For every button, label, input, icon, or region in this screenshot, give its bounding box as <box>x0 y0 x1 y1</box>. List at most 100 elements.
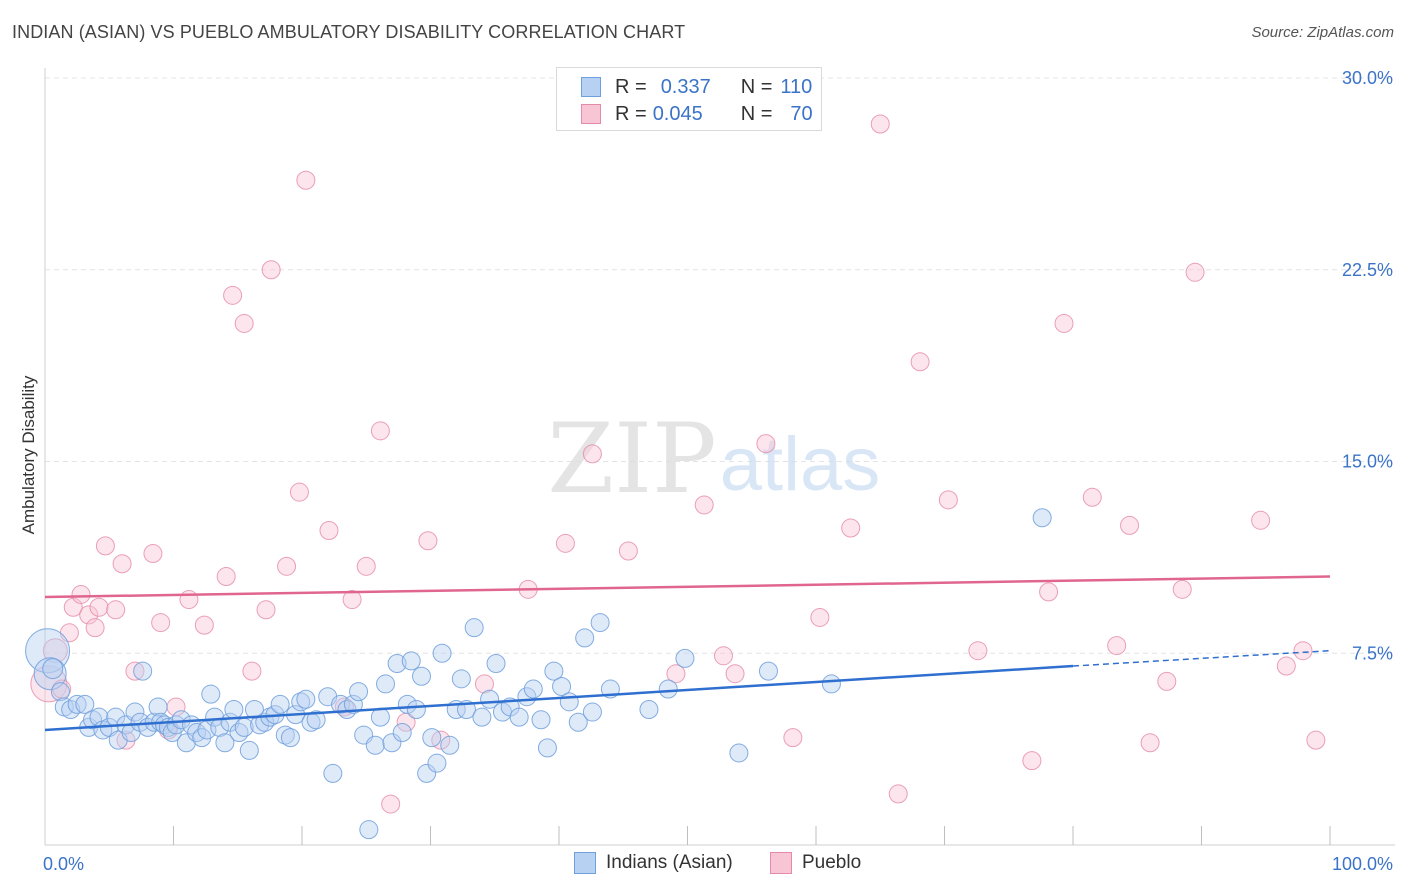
indians-asian-point <box>509 707 529 727</box>
indians-asian-point <box>239 740 259 760</box>
pueblo-point <box>555 533 575 553</box>
pueblo-point <box>756 434 776 454</box>
pueblo-point <box>1140 733 1160 753</box>
pueblo-point <box>1120 515 1140 535</box>
y-axis-label: Ambulatory Disability <box>19 375 38 534</box>
pueblo-point <box>968 641 988 661</box>
indians-asian-point <box>451 669 471 689</box>
indians-asian-point <box>365 735 385 755</box>
pueblo-point <box>112 554 132 574</box>
pueblo-point <box>1039 582 1059 602</box>
indians-asian-point <box>323 763 343 783</box>
legend-r-value: 0.337 <box>660 75 711 98</box>
indians-asian-point <box>67 694 87 714</box>
pueblo-point <box>870 114 890 134</box>
indians-asian-point <box>215 733 235 753</box>
indians-asian-point <box>552 676 572 696</box>
pueblo-point <box>143 544 163 564</box>
axes <box>44 68 1395 846</box>
indians-asian-point <box>568 712 588 732</box>
pueblo-point <box>888 784 908 804</box>
trend-lines <box>44 575 1331 732</box>
indians-asian-point <box>370 707 390 727</box>
pueblo-point <box>261 260 281 280</box>
pueblo-point <box>1276 656 1296 676</box>
pueblo-point <box>666 664 686 684</box>
indians-asian-point <box>590 613 610 633</box>
indians-asian-trend-extension <box>1072 649 1331 667</box>
indians-asian-point <box>349 682 369 702</box>
pueblo-point <box>1054 313 1074 333</box>
indians-asian-point <box>464 618 484 638</box>
series-name: Indians (Asian) <box>606 852 733 873</box>
source-label: Source: ZipAtlas.com <box>1251 24 1394 41</box>
indians-asian-point <box>531 710 551 730</box>
indians-asian-point <box>392 723 412 743</box>
legend-n-label: N = <box>740 75 773 98</box>
pueblo-point <box>370 421 390 441</box>
indians-asian-point <box>224 699 244 719</box>
pueblo-point <box>256 600 276 620</box>
indians-asian-point <box>729 743 749 763</box>
legend-n-label: N = <box>740 102 773 125</box>
indians-asian-point <box>229 723 249 743</box>
chart-title: INDIAN (ASIAN) VS PUEBLO AMBULATORY DISA… <box>12 22 686 42</box>
legend-n-value: 110 <box>780 75 813 98</box>
legend-row-pueblo: R = 0.045 N = 70 <box>581 103 813 125</box>
indians-asian-point <box>639 699 659 719</box>
legend-swatch-pink <box>581 104 601 124</box>
indians-asian-point <box>270 694 290 714</box>
watermark-atlas: atlas <box>720 422 881 507</box>
tick-labels: 7.5% 15.0% 22.5% 30.0% 0.0% 100.0% <box>43 68 1393 874</box>
indians-asian-point <box>176 733 196 753</box>
pueblo-point <box>1251 510 1271 530</box>
y-tick-label: 7.5% <box>1352 643 1393 663</box>
pueblo-point <box>289 482 309 502</box>
indians-asian-point <box>343 694 363 714</box>
watermark-zip: ZIP <box>547 403 716 515</box>
series-legend-pueblo[interactable]: Pueblo <box>770 852 861 874</box>
pueblo-point <box>938 490 958 510</box>
indians-asian-point <box>406 699 426 719</box>
indians-asian-point <box>306 710 326 730</box>
pueblo-point <box>296 170 316 190</box>
pueblo-point <box>106 600 126 620</box>
indians-asian-point <box>422 728 442 748</box>
y-tick-label: 22.5% <box>1342 260 1393 280</box>
series-name: Pueblo <box>802 852 862 873</box>
pueblo-point <box>474 674 494 694</box>
indians-asian-point <box>25 628 71 674</box>
indians-asian-point <box>1032 508 1052 528</box>
indians-asian-point <box>432 643 452 663</box>
pueblo-point <box>1306 730 1326 750</box>
pueblo-point <box>713 646 733 666</box>
pueblo-point <box>841 518 861 538</box>
pueblo-point <box>342 590 362 610</box>
pueblo-point <box>234 313 254 333</box>
pueblo-trend-line <box>44 575 1331 599</box>
indians-asian-point <box>61 699 81 719</box>
pueblo-point <box>42 638 68 664</box>
pueblo-point <box>1022 751 1042 771</box>
indians-asian-point <box>821 674 841 694</box>
x-tick-label: 100.0% <box>1332 854 1393 874</box>
indians-asian-point <box>412 666 432 686</box>
pueblo-point <box>910 352 930 372</box>
indians-asian-point <box>523 679 543 699</box>
indians-asian-points <box>25 508 1052 840</box>
pueblo-point <box>810 607 830 627</box>
indians-asian-point <box>296 689 316 709</box>
pueblo-point <box>179 590 199 610</box>
indians-asian-point <box>486 653 506 673</box>
indians-asian-point <box>33 657 67 691</box>
pueblo-point <box>151 613 171 633</box>
pueblo-point <box>1107 636 1127 656</box>
indians-asian-point <box>291 692 311 712</box>
series-legend: Indians (Asian) Pueblo <box>0 852 1406 876</box>
series-swatch-blue <box>574 852 596 874</box>
series-legend-indians-asian[interactable]: Indians (Asian) <box>574 852 733 874</box>
legend-n-value: 70 <box>790 102 813 125</box>
indians-asian-point <box>582 702 602 722</box>
pueblo-point <box>194 615 214 635</box>
pueblo-point <box>783 728 803 748</box>
